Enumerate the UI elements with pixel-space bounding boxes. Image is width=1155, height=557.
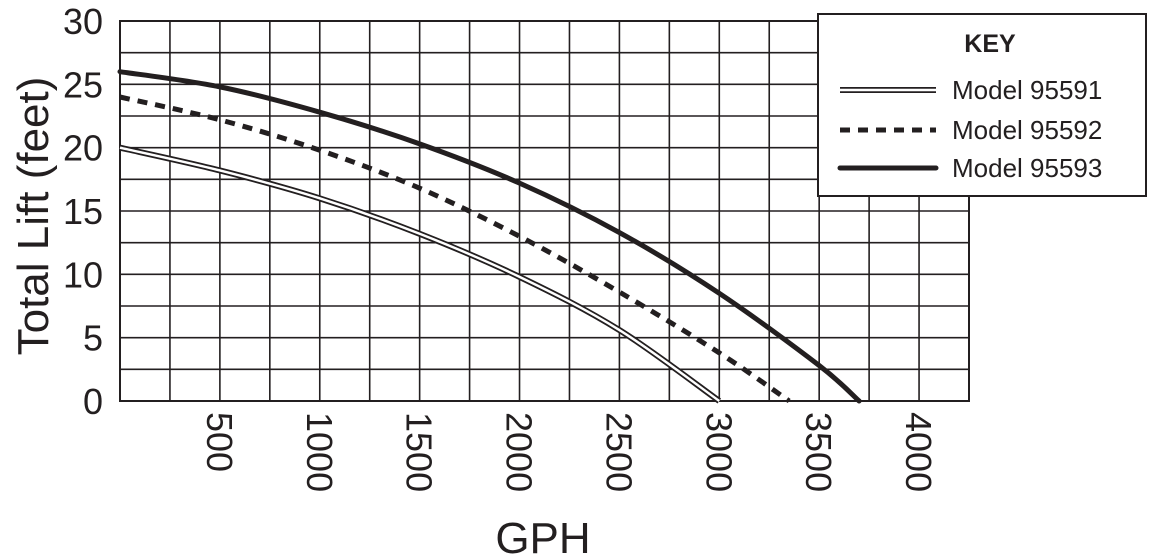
legend-label: Model 95593 xyxy=(952,153,1102,183)
legend-title: KEY xyxy=(964,30,1016,58)
series-line-model-95592 xyxy=(119,94,791,404)
y-tick-label: 30 xyxy=(63,1,103,42)
series-line-model-95593 xyxy=(117,69,862,404)
legend-items: Model 95591 Model 95592 Model 95593 xyxy=(837,75,1102,183)
legend-label: Model 95591 xyxy=(952,75,1102,105)
x-tick-label: 500 xyxy=(199,412,240,472)
y-tick-label: 10 xyxy=(63,254,103,295)
legend-label: Model 95592 xyxy=(952,115,1102,145)
series-line-model-95591-inner xyxy=(119,146,720,402)
legend: KEY Model 95591 Model 95592 Model 95593 xyxy=(817,13,1147,197)
x-tick-label: 3500 xyxy=(798,412,839,492)
x-tick-label: 1500 xyxy=(399,412,440,492)
series-lines xyxy=(117,69,862,404)
x-tick-label: 2000 xyxy=(499,412,540,492)
grid xyxy=(119,20,970,402)
x-tick-label: 1000 xyxy=(299,412,340,492)
x-axis-label: GPH xyxy=(495,514,590,557)
y-tick-label: 15 xyxy=(63,191,103,232)
y-tick-label: 20 xyxy=(63,128,103,169)
x-tick-label: 3000 xyxy=(698,412,739,492)
tick-labels: 0 5 10 15 20 25 30 500 1000 1500 2000 2500 3000 3500 4… xyxy=(63,1,939,492)
y-tick-label: 25 xyxy=(63,64,103,105)
y-tick-label: 0 xyxy=(83,381,103,422)
x-tick-label: 2500 xyxy=(598,412,639,492)
y-tick-label: 5 xyxy=(83,318,103,359)
y-axis-label: Total Lift (feet) xyxy=(9,77,58,356)
x-tick-label: 4000 xyxy=(898,412,939,492)
